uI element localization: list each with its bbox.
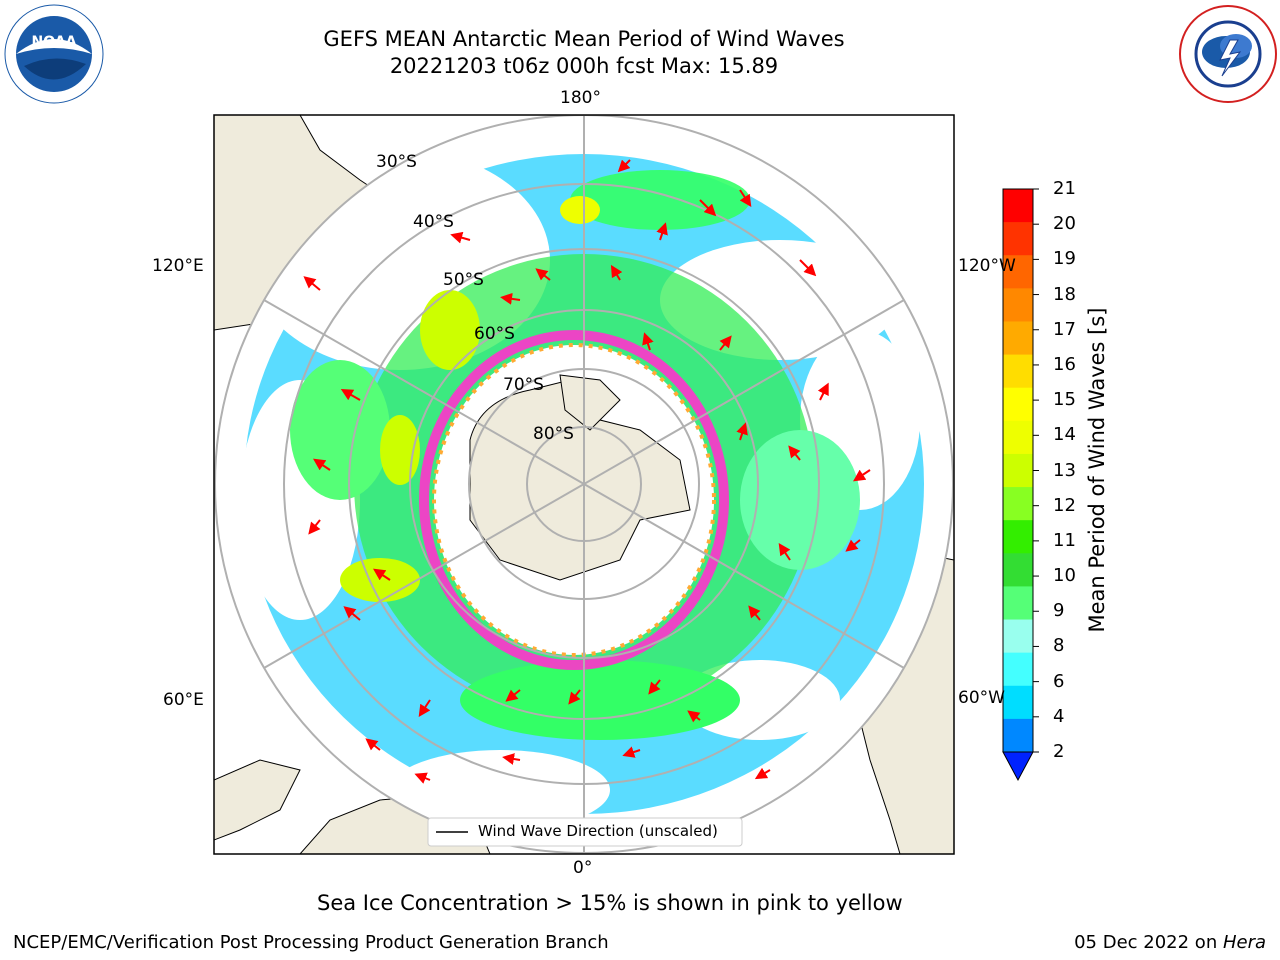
colorbar-segment (1003, 652, 1033, 687)
lon-label-180: 180° (560, 88, 601, 108)
colorbar (1002, 188, 1039, 782)
sea-ice-caption: Sea Ice Concentration > 15% is shown in … (317, 891, 903, 915)
sea-ice-edge (419, 330, 729, 670)
wave-peak-1 (420, 290, 480, 370)
colorbar-tick-label: 21 (1053, 178, 1076, 199)
colorbar-segment (1003, 520, 1033, 554)
colorbar-tick-label: 9 (1053, 600, 1065, 622)
colorbar-tick-label: 2 (1053, 741, 1065, 762)
chart-subtitle: 20221203 t06z 000h fcst Max: 15.89 (389, 54, 779, 78)
colorbar-segment (1003, 487, 1033, 521)
footer-date: 05 Dec 2022 on Hera (1074, 932, 1266, 953)
lon-label-60w: 60°W (958, 688, 1005, 708)
map-legend-label: Wind Wave Direction (unscaled) (478, 822, 718, 840)
colorbar-tick-label: 4 (1053, 705, 1065, 727)
colorbar-tick-label: 12 (1053, 494, 1076, 516)
land-africa (214, 759, 301, 841)
colorbar-tick-label: 14 (1053, 424, 1076, 446)
colorbar-segment (1003, 222, 1033, 256)
map-frame (213, 114, 955, 855)
lat-label-60s: 60°S (474, 324, 515, 344)
colorbar-segment (1003, 685, 1033, 720)
colorbar-segment (1003, 619, 1033, 654)
lat-label-40s: 40°S (413, 212, 454, 232)
colorbar-tick-label: 10 (1053, 565, 1076, 587)
colorbar-segment (1003, 553, 1033, 587)
colorbar-segment (1003, 586, 1033, 621)
lon-label-120e: 120°E (152, 256, 204, 276)
colorbar-segment (1003, 718, 1033, 753)
colorbar-tick-label: 13 (1053, 459, 1076, 481)
colorbar-tick-label: 11 (1053, 529, 1076, 551)
colorbar-extend (1002, 751, 1034, 782)
chart-title: GEFS MEAN Antarctic Mean Period of Wind … (323, 27, 845, 51)
map-legend-box (427, 817, 743, 847)
colorbar-label: Mean Period of Wind Waves [s] (1085, 307, 1109, 633)
colorbar-segment (1003, 354, 1033, 389)
svg-text:NOAA: NOAA (32, 34, 77, 50)
lat-label-80s: 80°S (533, 424, 574, 444)
footer-date-text: 05 Dec 2022 on (1074, 932, 1223, 953)
lat-label-50s: 50°S (443, 270, 484, 290)
nws-logo-icon (1179, 5, 1277, 103)
colorbar-segment (1003, 420, 1033, 455)
lat-label-70s: 70°S (503, 375, 544, 395)
colorbar-tick-label: 17 (1053, 318, 1076, 340)
colorbar-segment (1003, 321, 1033, 356)
wave-peak-2 (340, 558, 420, 602)
colorbar-tick-label: 18 (1053, 283, 1076, 305)
lon-label-120w: 120°W (958, 256, 1016, 276)
footer-credit: NCEP/EMC/Verification Post Processing Pr… (13, 932, 609, 953)
colorbar-tick-label: 19 (1053, 248, 1076, 270)
colorbar-segment (1003, 453, 1033, 488)
colorbar-segment (1003, 189, 1033, 223)
colorbar-segment (1003, 387, 1033, 422)
colorbar-tick-label: 6 (1053, 670, 1065, 692)
colorbar-segment (1003, 255, 1033, 289)
lon-label-60e: 60°E (163, 690, 204, 710)
lon-label-0: 0° (573, 858, 593, 878)
lat-label-30s: 30°S (376, 152, 417, 172)
land-antarctica (469, 379, 691, 581)
colorbar-tick-label: 20 (1053, 213, 1076, 235)
colorbar-tick-label: 15 (1053, 389, 1076, 411)
colorbar-tick-label: 16 (1053, 353, 1076, 375)
footer-host: Hera (1222, 932, 1266, 953)
colorbar-segment (1003, 288, 1033, 322)
colorbar-tick-label: 8 (1053, 635, 1065, 657)
wave-peak-3 (560, 196, 600, 224)
noaa-logo-icon: NOAA (4, 4, 104, 104)
